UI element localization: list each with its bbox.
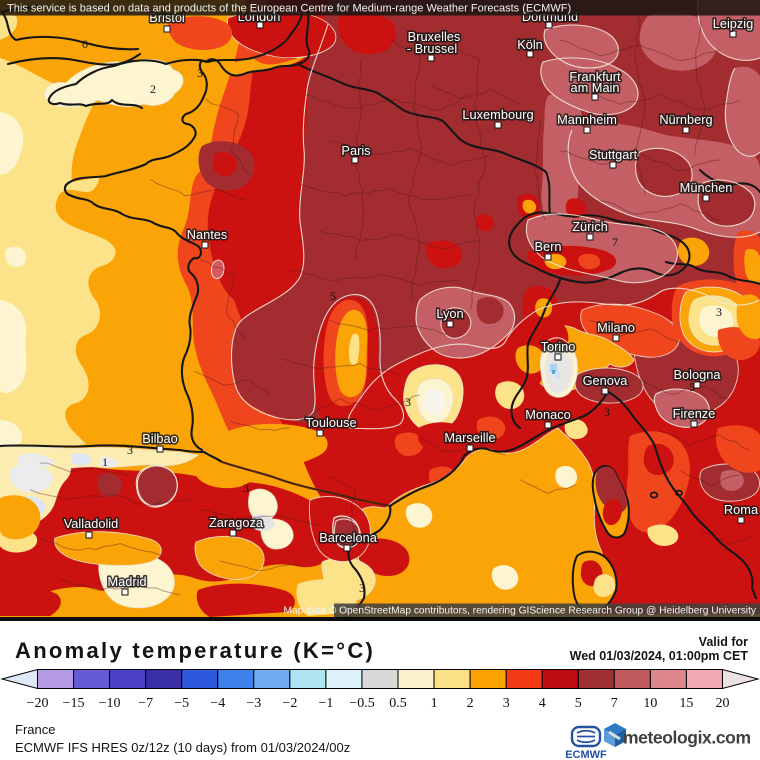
svg-text:Bern: Bern xyxy=(534,239,561,254)
svg-text:Map data © OpenStreetMap contr: Map data © OpenStreetMap contributors, r… xyxy=(283,606,756,617)
svg-text:Luxembourg: Luxembourg xyxy=(462,107,533,122)
svg-text:4: 4 xyxy=(539,696,546,711)
svg-text:Marseille: Marseille xyxy=(444,430,495,445)
svg-text:meteologix.com: meteologix.com xyxy=(623,728,751,748)
svg-text:−7: −7 xyxy=(138,696,153,711)
svg-text:7: 7 xyxy=(611,696,618,711)
svg-text:Leipzig: Leipzig xyxy=(713,16,754,31)
svg-text:Firenze: Firenze xyxy=(673,406,716,421)
svg-text:Stuttgart: Stuttgart xyxy=(589,147,638,162)
svg-text:15: 15 xyxy=(679,696,693,711)
svg-text:Bologna: Bologna xyxy=(674,367,722,382)
svg-text:Madrid: Madrid xyxy=(107,574,146,589)
svg-text:3: 3 xyxy=(503,696,510,711)
svg-text:3: 3 xyxy=(197,66,203,80)
svg-text:- Brussel: - Brussel xyxy=(407,41,458,56)
svg-text:Nantes: Nantes xyxy=(187,227,228,242)
svg-text:Barcelona: Barcelona xyxy=(319,530,378,545)
svg-text:Frankfurt: Frankfurt xyxy=(569,69,621,84)
svg-text:5: 5 xyxy=(330,289,336,303)
svg-text:3: 3 xyxy=(405,395,411,409)
svg-text:5: 5 xyxy=(575,696,582,711)
svg-text:3: 3 xyxy=(359,581,365,595)
svg-text:This service is based on data: This service is based on data and produc… xyxy=(7,3,571,15)
svg-text:−15: −15 xyxy=(63,696,85,711)
svg-text:−20: −20 xyxy=(27,696,49,711)
svg-text:3: 3 xyxy=(716,305,722,319)
svg-text:Mannheim: Mannheim xyxy=(557,112,617,127)
svg-text:−3: −3 xyxy=(246,696,261,711)
svg-text:2: 2 xyxy=(150,82,156,96)
svg-text:Toulouse: Toulouse xyxy=(305,415,356,430)
svg-text:ECMWF: ECMWF xyxy=(565,749,607,760)
svg-text:3: 3 xyxy=(127,443,133,457)
svg-text:Roma: Roma xyxy=(724,502,759,517)
svg-text:Torino: Torino xyxy=(541,339,576,354)
svg-text:Bruxelles: Bruxelles xyxy=(408,29,461,44)
svg-text:5: 5 xyxy=(689,380,695,394)
svg-text:−4: −4 xyxy=(210,696,225,711)
svg-text:3: 3 xyxy=(243,481,249,495)
svg-text:Köln: Köln xyxy=(517,37,543,52)
svg-text:Bilbao: Bilbao xyxy=(142,431,178,446)
svg-text:am Main: am Main xyxy=(570,80,619,95)
svg-text:Zaragoza: Zaragoza xyxy=(209,515,264,530)
svg-text:Valladolid: Valladolid xyxy=(64,516,119,531)
svg-text:10: 10 xyxy=(643,696,657,711)
svg-text:Milano: Milano xyxy=(597,320,635,335)
svg-text:1: 1 xyxy=(102,455,108,469)
svg-text:1: 1 xyxy=(431,696,438,711)
svg-text:−0.5: −0.5 xyxy=(349,696,374,711)
svg-text:3: 3 xyxy=(604,405,610,419)
svg-text:Genova: Genova xyxy=(583,373,629,388)
svg-text:Paris: Paris xyxy=(341,143,370,158)
svg-text:2: 2 xyxy=(467,696,474,711)
svg-text:−10: −10 xyxy=(99,696,121,711)
svg-text:Zürich: Zürich xyxy=(572,219,608,234)
svg-text:0.5: 0.5 xyxy=(389,696,407,711)
svg-text:Monaco: Monaco xyxy=(525,407,571,422)
svg-text:0: 0 xyxy=(82,37,88,51)
svg-text:−2: −2 xyxy=(282,696,297,711)
svg-text:Nürnberg: Nürnberg xyxy=(659,112,712,127)
svg-text:20: 20 xyxy=(716,696,730,711)
svg-text:Lyon: Lyon xyxy=(436,306,463,321)
svg-text:7: 7 xyxy=(612,235,618,249)
svg-text:−1: −1 xyxy=(318,696,333,711)
svg-text:München: München xyxy=(680,180,733,195)
svg-text:−5: −5 xyxy=(174,696,189,711)
